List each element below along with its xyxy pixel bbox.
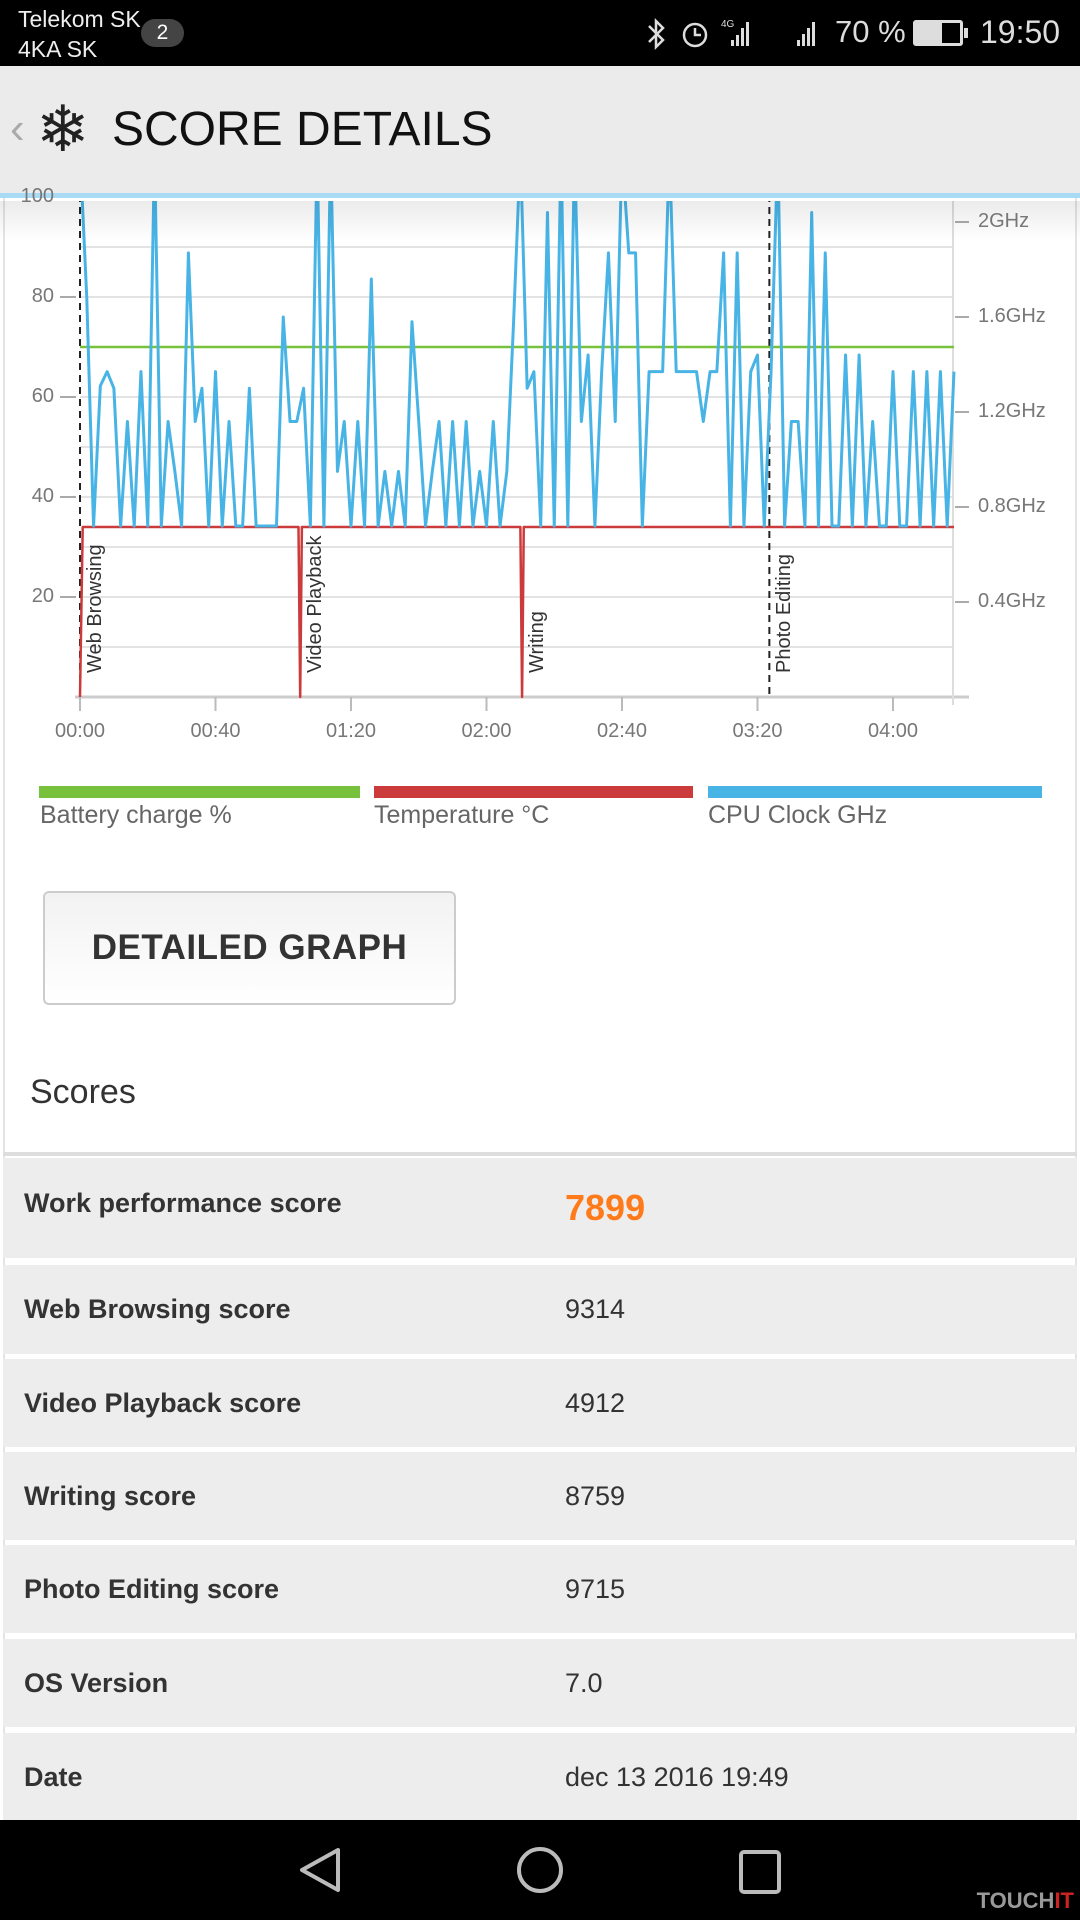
right-axis-label: 2GHz: [978, 210, 1030, 232]
row-value: 7.0: [565, 1668, 603, 1698]
scores-heading: Scores: [30, 1073, 136, 1111]
chevron-left-icon[interactable]: ‹: [10, 104, 25, 153]
row-label: Date: [24, 1762, 83, 1792]
app-header: ‹ ❄ SCORE DETAILS: [0, 66, 1080, 198]
battery-tip: [964, 28, 968, 38]
segment-label: Video Playback: [304, 535, 327, 674]
legend-label-temperature: Temperature °C: [374, 801, 550, 829]
legend-swatch-cpu: [708, 786, 1042, 798]
row-value: 9715: [565, 1574, 626, 1604]
row-label: OS Version: [24, 1668, 169, 1698]
carrier-secondary: 4KA SK: [18, 36, 98, 62]
battery-icon: [913, 20, 963, 46]
info-row-os-version: OS Version 7.0: [3, 1639, 1077, 1727]
navigation-bar: TOUCHIT: [0, 1820, 1080, 1920]
alarm-icon: [682, 22, 708, 48]
segment-label: Photo Editing: [773, 554, 796, 673]
back-triangle-icon[interactable]: [300, 1848, 340, 1892]
score-row-photo-editing: Photo Editing score 9715: [3, 1545, 1077, 1633]
divider: [3, 1152, 1077, 1156]
info-row-date: Date dec 13 2016 19:49: [3, 1733, 1077, 1820]
segment-label: Writing: [526, 611, 549, 673]
score-row-video-playback: Video Playback score 4912: [3, 1359, 1077, 1447]
row-value: 8759: [565, 1481, 626, 1511]
content-card: [3, 198, 1077, 1820]
home-circle-icon[interactable]: [517, 1847, 563, 1893]
left-axis-label: 40: [31, 485, 54, 507]
row-label: Photo Editing score: [24, 1574, 280, 1604]
series-temperature-line: [78, 525, 954, 699]
row-value: 4912: [565, 1388, 626, 1418]
x-axis-label: 01:20: [325, 720, 377, 742]
work-performance-score-value: 7899: [565, 1187, 646, 1228]
left-axis-label: 80: [31, 285, 54, 307]
left-axis-label: 60: [31, 385, 54, 407]
status-icons: 4G: [648, 17, 815, 51]
legend-swatch-battery: [39, 786, 360, 798]
watermark-part1: TOUCH: [976, 1888, 1055, 1913]
svg-text:4G: 4G: [721, 19, 735, 30]
left-axis-label: 20: [31, 585, 54, 607]
right-axis-label: 1.2GHz: [978, 400, 1046, 422]
x-axis-label: 02:00: [461, 720, 512, 742]
x-axis-label: 04:00: [867, 720, 919, 742]
legend-swatch-temperature: [374, 786, 693, 798]
score-row-work-performance: Work performance score 7899: [3, 1158, 1077, 1258]
performance-chart: [0, 201, 1080, 711]
right-axis-label: 0.4GHz: [978, 590, 1046, 612]
row-value: dec 13 2016 19:49: [565, 1762, 789, 1792]
right-axis-label: 1.6GHz: [978, 305, 1046, 327]
row-label: Writing score: [24, 1481, 197, 1511]
x-axis-label: 00:40: [190, 720, 241, 742]
signal-4g-icon: 4G: [721, 19, 749, 46]
row-label: Web Browsing score: [24, 1294, 291, 1324]
detailed-graph-button[interactable]: DETAILED GRAPH: [43, 891, 456, 1005]
signal-icon: [797, 22, 815, 46]
header-shadow: [0, 201, 1080, 241]
recents-square-icon[interactable]: [739, 1850, 781, 1894]
x-axis-label: 03:20: [732, 720, 783, 742]
legend-label-cpu: CPU Clock GHz: [708, 801, 888, 829]
left-axis-label: 100: [20, 185, 54, 207]
row-label: Work performance score: [24, 1188, 342, 1218]
notification-badge: 2: [141, 19, 184, 47]
carrier-primary: Telekom SK: [18, 6, 141, 32]
score-row-web-browsing: Web Browsing score 9314: [3, 1265, 1077, 1354]
watermark-part2: IT: [1054, 1888, 1074, 1913]
bluetooth-icon: [648, 17, 665, 51]
touchit-watermark: TOUCHIT: [977, 1888, 1074, 1914]
x-axis-label: 00:00: [54, 720, 106, 742]
clock: 19:50: [980, 14, 1061, 50]
segment-label: Web Browsing: [84, 544, 106, 673]
row-label: Video Playback score: [24, 1388, 302, 1418]
legend-label-battery: Battery charge %: [40, 801, 232, 829]
right-axis-label: 0.8GHz: [978, 495, 1046, 517]
x-axis-label: 02:40: [596, 720, 648, 742]
row-value: 9314: [565, 1294, 626, 1324]
score-row-writing: Writing score 8759: [3, 1452, 1077, 1540]
battery-percent: 70 %: [835, 14, 906, 49]
page-title: SCORE DETAILS: [112, 103, 493, 156]
snowflake-icon: ❄: [36, 93, 90, 165]
status-bar: Telekom SK 4KA SK 2 4G 70 % 19:50: [0, 0, 1080, 66]
